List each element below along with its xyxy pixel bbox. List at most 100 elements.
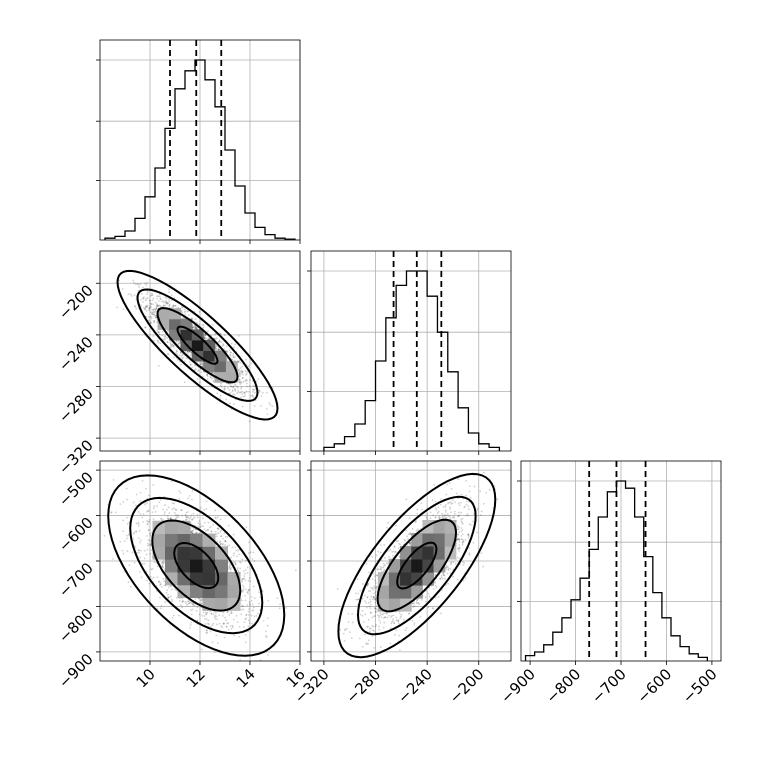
scatter-point	[369, 590, 372, 593]
scatter-point	[129, 293, 132, 296]
scatter-point	[241, 584, 244, 587]
density-cell	[215, 559, 228, 573]
scatter-point	[150, 292, 153, 295]
scatter-point	[193, 364, 196, 366]
scatter-point	[254, 388, 257, 390]
scatter-point	[269, 404, 272, 406]
scatter-point	[213, 381, 215, 383]
scatter-point	[228, 566, 231, 569]
scatter-point	[219, 340, 221, 343]
scatter-point	[137, 525, 140, 527]
scatter-point	[245, 614, 248, 617]
contour-1-sigma	[151, 519, 242, 612]
scatter-point	[122, 552, 125, 555]
scatter-point	[156, 339, 159, 342]
scatter-point	[177, 340, 180, 343]
scatter-point	[152, 297, 155, 300]
scatter-point	[215, 623, 218, 626]
scatter-point	[247, 590, 250, 592]
scatter-point	[166, 341, 169, 344]
scatter-point	[229, 353, 232, 356]
scatter-point	[248, 541, 250, 544]
scatter-point	[389, 627, 392, 630]
scatter-point	[162, 566, 165, 569]
scatter-point	[145, 305, 148, 308]
scatter-point	[369, 627, 372, 630]
scatter-point	[198, 381, 201, 384]
scatter-point	[132, 533, 135, 535]
scatter-point	[234, 563, 237, 565]
scatter-point	[232, 552, 235, 555]
scatter-point	[440, 498, 442, 501]
scatter-point	[205, 613, 207, 616]
scatter-point	[244, 618, 247, 621]
scatter-point	[137, 521, 140, 524]
scatter-point	[175, 508, 178, 511]
scatter-point	[172, 306, 175, 308]
scatter-point	[228, 561, 231, 564]
scatter-point	[227, 387, 229, 389]
scatter-point	[184, 514, 187, 516]
scatter-point	[375, 586, 377, 589]
scatter-point	[241, 578, 244, 581]
panel-frame	[310, 250, 512, 452]
scatter-point	[195, 326, 197, 329]
scatter-point	[189, 355, 192, 358]
scatter-point	[154, 510, 157, 513]
scatter-point	[465, 494, 467, 497]
scatter-point	[190, 609, 192, 611]
scatter-point	[133, 294, 136, 296]
scatter-point	[152, 309, 155, 311]
scatter-point	[460, 518, 463, 521]
scatter-point	[142, 307, 145, 310]
scatter-point	[245, 617, 247, 620]
scatter-point	[248, 588, 251, 591]
scatter-point	[253, 606, 255, 609]
scatter-point	[126, 522, 129, 525]
scatter-point	[198, 613, 201, 616]
scatter-point	[163, 561, 165, 564]
scatter-point	[234, 389, 237, 392]
panel-content	[311, 461, 511, 661]
scatter-point	[229, 351, 232, 354]
scatter-point	[204, 333, 207, 336]
scatter-point	[122, 308, 125, 311]
scatter-point	[240, 561, 242, 564]
scatter-point	[188, 517, 191, 520]
scatter-point	[201, 362, 204, 365]
scatter-point	[211, 624, 214, 627]
density-cell	[214, 350, 227, 362]
scatter-point	[211, 377, 213, 380]
scatter-point	[195, 321, 198, 324]
scatter-point	[200, 371, 203, 374]
scatter-point	[210, 613, 213, 615]
scatter-point	[143, 549, 146, 552]
scatter-point	[467, 508, 470, 511]
scatter-point	[137, 283, 140, 286]
scatter-point	[245, 378, 248, 381]
scatter-point	[158, 580, 160, 583]
scatter-point	[156, 303, 159, 306]
scatter-point	[236, 567, 239, 570]
scatter-point	[161, 330, 164, 333]
density-panel-p0-p1	[96, 250, 301, 455]
scatter-point	[137, 537, 140, 540]
scatter-point	[143, 296, 145, 299]
scatter-point	[187, 516, 190, 519]
scatter-point	[152, 303, 155, 306]
scatter-point	[186, 603, 188, 606]
scatter-point	[228, 565, 231, 568]
scatter-point	[178, 497, 181, 500]
scatter-point	[181, 606, 183, 609]
scatter-point	[210, 530, 213, 533]
scatter-point	[184, 350, 187, 353]
scatter-point	[239, 396, 242, 399]
density-cell	[225, 361, 238, 373]
scatter-point	[229, 354, 232, 357]
scatter-point	[247, 365, 250, 368]
scatter-point	[169, 517, 172, 520]
scatter-point	[152, 339, 155, 342]
scatter-point	[434, 581, 436, 584]
scatter-point	[212, 380, 215, 382]
scatter-point	[205, 629, 208, 632]
